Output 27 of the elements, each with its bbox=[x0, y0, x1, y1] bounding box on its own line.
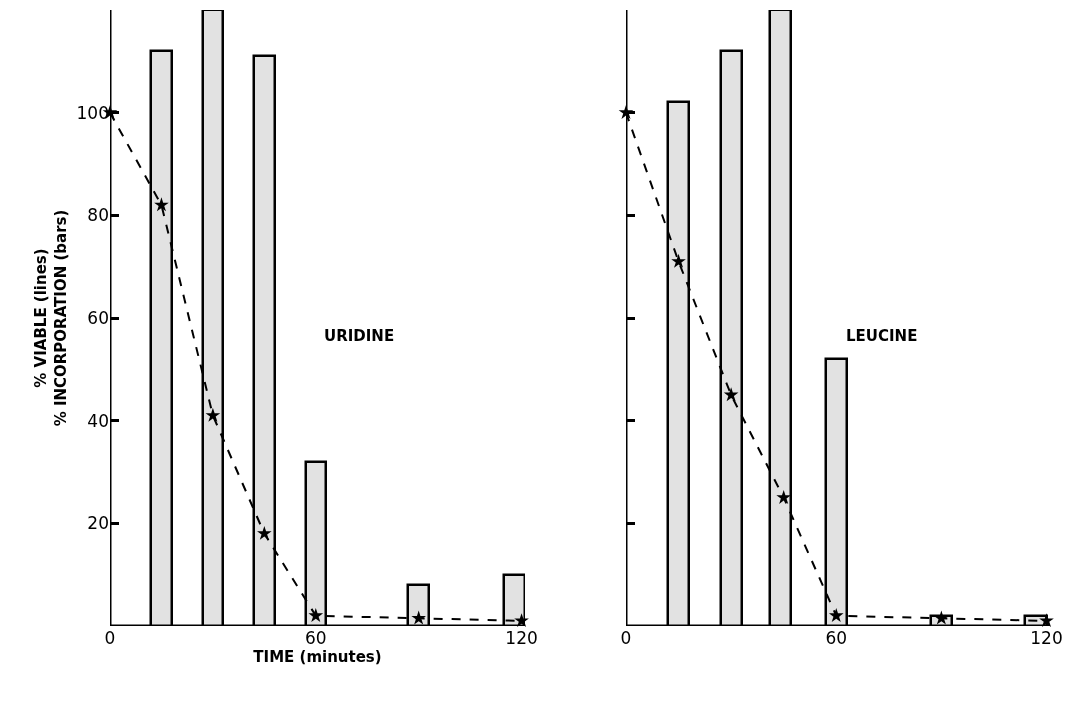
x-tick-label: 120 bbox=[1030, 628, 1063, 648]
point bbox=[205, 407, 221, 422]
y-axis-title: % VIABLE (lines) % INCORPORATION (bars) bbox=[32, 209, 70, 427]
x-tick-label: 0 bbox=[104, 628, 116, 648]
x-axis-title: TIME (minutes) bbox=[253, 648, 382, 666]
point bbox=[723, 387, 739, 402]
y-tick-label: 20 bbox=[87, 513, 109, 534]
point bbox=[308, 608, 324, 622]
x-tick-label: 60 bbox=[825, 628, 848, 648]
point bbox=[411, 610, 426, 625]
x-tick-label: 120 bbox=[505, 628, 538, 648]
y-tick-label: 100 bbox=[76, 102, 109, 123]
point bbox=[257, 525, 272, 540]
point bbox=[671, 253, 686, 268]
x-tick-label: 0 bbox=[620, 628, 632, 648]
y-tick-label: 60 bbox=[87, 307, 109, 328]
point bbox=[154, 197, 169, 212]
annotation: URIDINE bbox=[324, 327, 395, 345]
point bbox=[828, 608, 844, 622]
point bbox=[934, 610, 949, 625]
annotation: LEUCINE bbox=[846, 327, 918, 345]
point bbox=[1039, 613, 1054, 628]
y-tick-label: 40 bbox=[87, 410, 109, 431]
point bbox=[776, 489, 792, 504]
x-tick-label: 60 bbox=[304, 628, 327, 648]
point bbox=[514, 613, 529, 628]
y-tick-label: 80 bbox=[87, 205, 109, 226]
